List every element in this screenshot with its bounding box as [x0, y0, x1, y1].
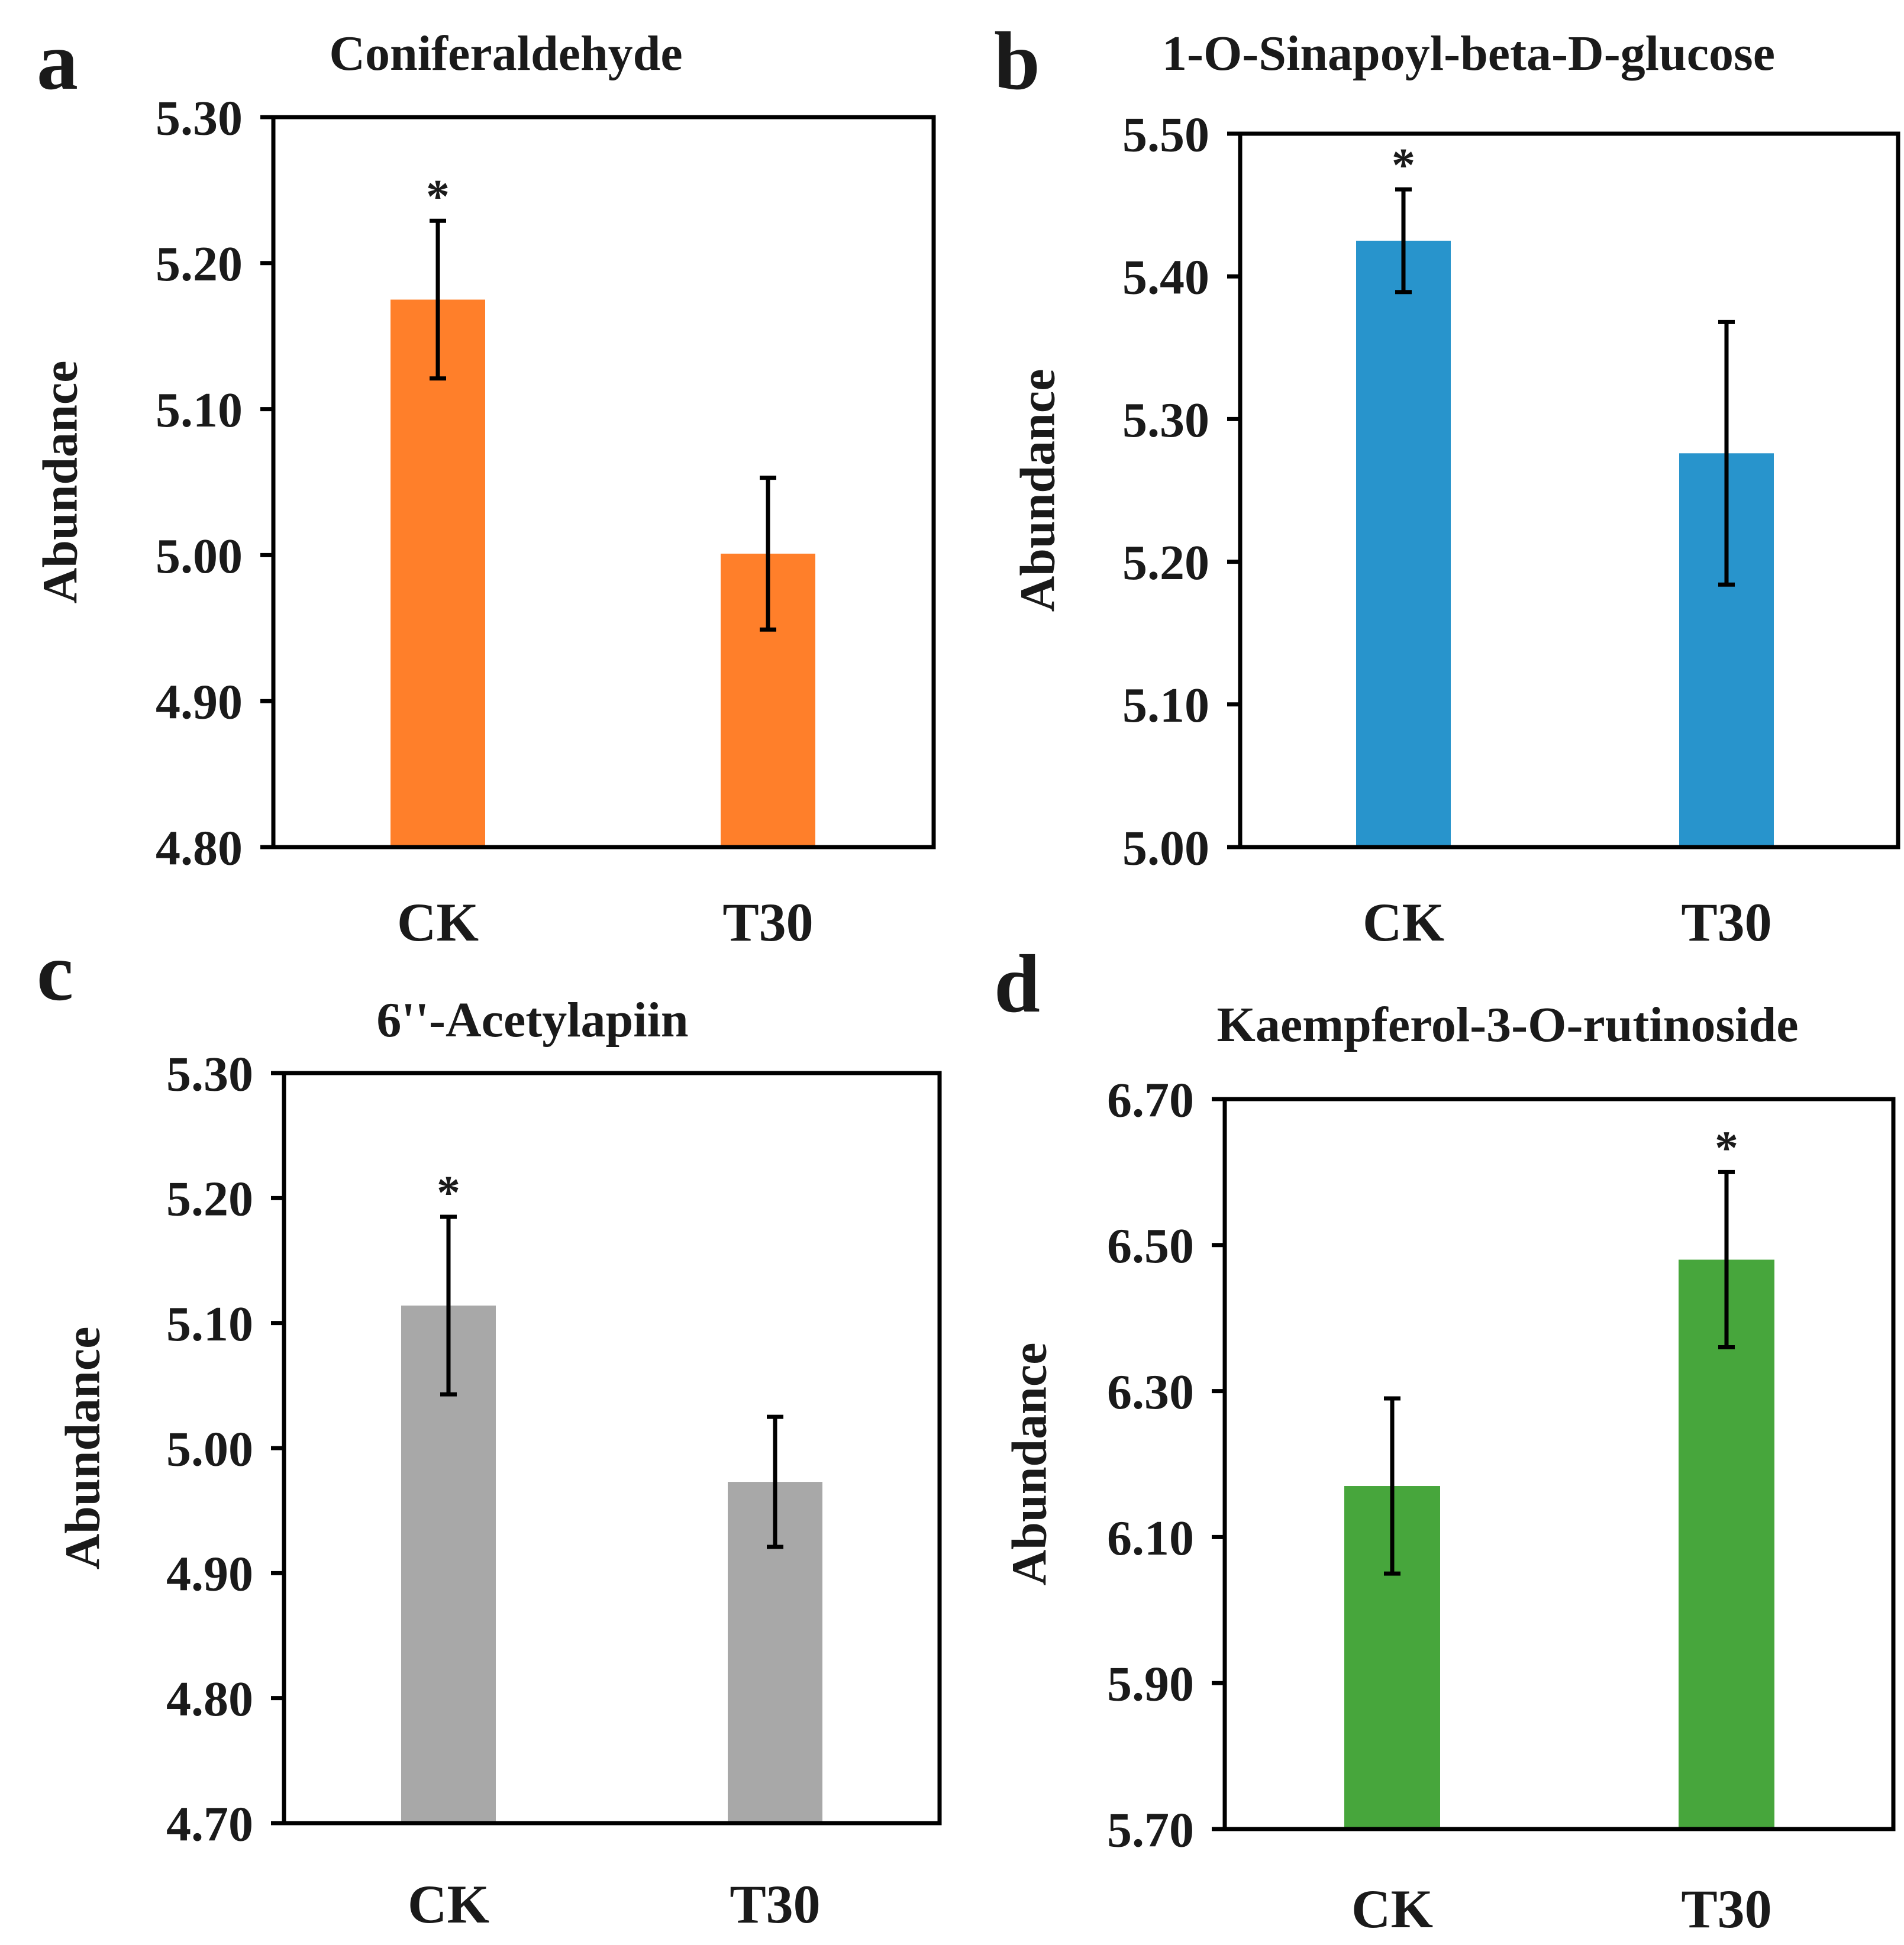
y-tick-label: 5.40	[1122, 250, 1209, 305]
y-tick-label: 5.90	[1107, 1657, 1194, 1712]
bar-t30	[1679, 1259, 1774, 1829]
y-tick-label: 6.70	[1107, 1072, 1194, 1127]
y-tick-label: 5.50	[1122, 107, 1209, 162]
x-category-label: CK	[1351, 1879, 1433, 1939]
y-tick-label: 5.00	[156, 529, 243, 584]
y-tick-label: 5.10	[1122, 678, 1209, 733]
y-tick-label: 5.30	[156, 91, 243, 146]
x-category-label: T30	[1681, 1879, 1771, 1939]
plot-frame	[1238, 131, 1900, 849]
y-tick-label: 4.80	[166, 1672, 253, 1727]
y-tick-label: 6.10	[1107, 1511, 1194, 1566]
y-tick-label: 4.80	[156, 820, 243, 875]
y-tick-label: 5.20	[156, 237, 243, 292]
panel-d: d Kaempferol-3-O-rutinoside Abundance 5.70 5…	[994, 938, 1896, 1939]
y-axis-label: Abundance	[1010, 369, 1065, 612]
plot-frame	[271, 115, 936, 849]
y-tick-label: 6.30	[1107, 1365, 1194, 1420]
panel-title: Kaempferol-3-O-rutinoside	[1217, 997, 1799, 1052]
panel-c: c 6''-Acetylapiin Abundance 4.70 4.80 4.90 5.0…	[37, 926, 942, 1934]
panel-letter: b	[994, 15, 1040, 107]
panel-letter: a	[37, 15, 78, 107]
panel-title: 6''-Acetylapiin	[376, 993, 688, 1048]
y-tick-label: 5.20	[1122, 535, 1209, 590]
x-category-label: CK	[1363, 892, 1444, 952]
panel-a: a Coniferaldehyde Abundance 4.80 4.90 5.00 5.1…	[33, 15, 936, 952]
significance-marker: *	[437, 1167, 460, 1219]
y-tick-label: 5.30	[1122, 393, 1209, 448]
y-tick-label: 6.50	[1107, 1219, 1194, 1274]
significance-marker: *	[426, 171, 450, 223]
panel-letter: d	[994, 938, 1040, 1030]
plot-frame	[1222, 1097, 1896, 1831]
significance-marker: *	[1715, 1122, 1738, 1174]
x-category-label: CK	[397, 892, 479, 952]
panel-title: Coniferaldehyde	[329, 26, 682, 81]
x-category-label: CK	[408, 1874, 489, 1934]
y-tick-label: 5.30	[166, 1046, 253, 1101]
y-tick-label: 5.00	[166, 1421, 253, 1476]
y-axis-label: Abundance	[1002, 1343, 1057, 1586]
y-tick-label: 4.70	[166, 1797, 253, 1852]
y-tick-label: 5.10	[156, 383, 243, 438]
x-category-label: T30	[722, 892, 813, 952]
y-tick-label: 5.00	[1122, 820, 1209, 875]
x-category-label: T30	[1681, 892, 1771, 952]
bar-ck	[1356, 240, 1451, 847]
plot-frame	[282, 1071, 942, 1826]
y-tick-label: 5.70	[1107, 1802, 1194, 1857]
y-axis-label: Abundance	[33, 361, 88, 604]
panel-b: b 1-O-Sinapoyl-beta-D-glucose Abundance 5.0…	[994, 15, 1900, 952]
panel-title: 1-O-Sinapoyl-beta-D-glucose	[1162, 26, 1775, 81]
panel-letter: c	[37, 926, 73, 1018]
y-tick-label: 4.90	[166, 1547, 253, 1602]
y-tick-label: 5.20	[166, 1172, 253, 1227]
x-category-label: T30	[730, 1874, 820, 1934]
bar-ck	[391, 299, 485, 847]
y-tick-label: 5.10	[166, 1297, 253, 1352]
y-axis-label: Abundance	[55, 1327, 110, 1570]
y-tick-label: 4.90	[156, 675, 243, 730]
significance-marker: *	[1392, 140, 1415, 192]
